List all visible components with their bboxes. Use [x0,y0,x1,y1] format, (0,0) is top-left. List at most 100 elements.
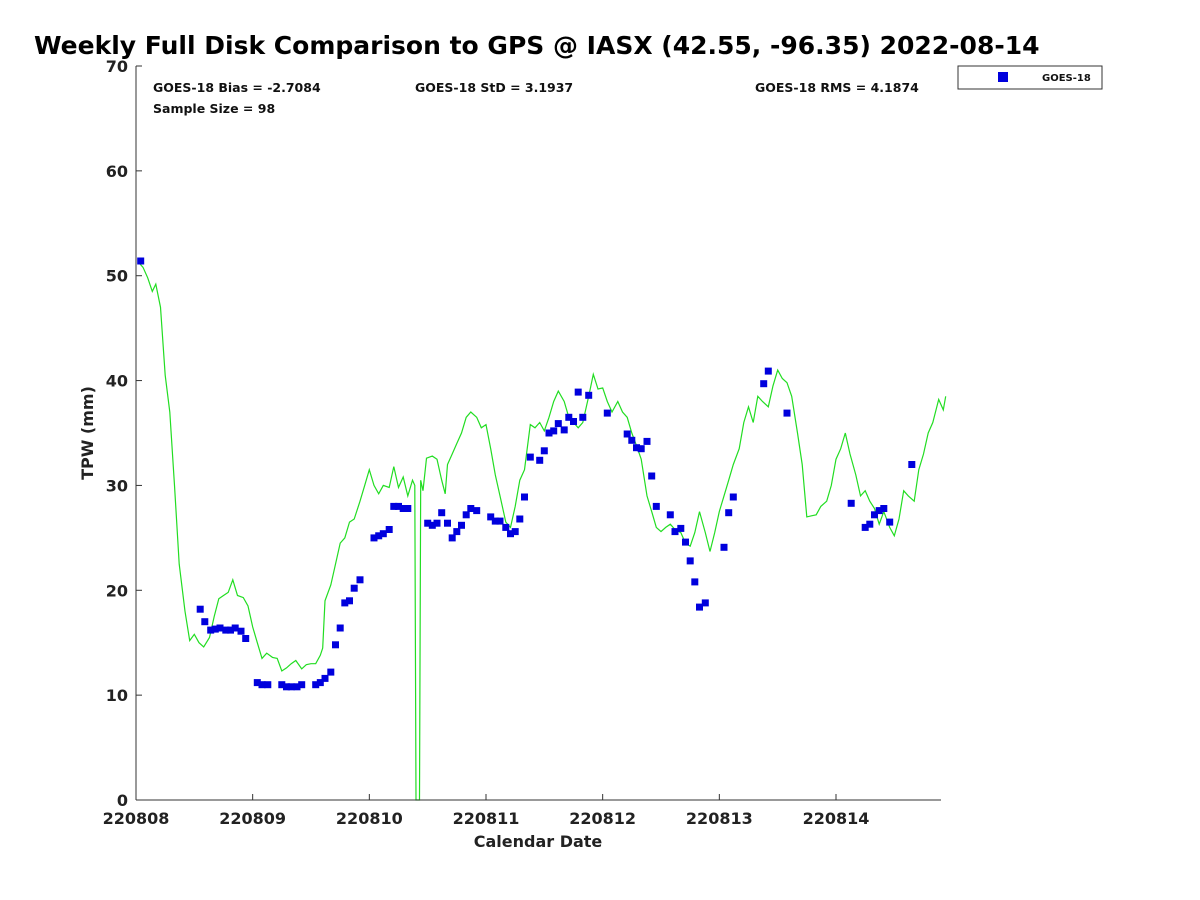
chart-title: Weekly Full Disk Comparison to GPS @ IAS… [34,31,1040,60]
goes18-point [886,518,894,526]
goes18-point [196,605,204,613]
y-tick-label: 50 [106,267,128,286]
x-tick-label: 220812 [569,809,636,828]
goes18-point [623,430,631,438]
x-tick-label: 220810 [336,809,403,828]
goes18-point [729,493,737,501]
goes18-point [682,538,689,546]
goes18-point [540,447,548,455]
y-axis-label: TPW (mm) [78,386,97,480]
goes18-point [242,635,250,642]
goes18-point [458,521,465,529]
y-tick-label: 60 [106,162,128,181]
goes18-point [201,618,209,626]
goes18-point [211,625,219,633]
goes18-point [473,507,481,515]
goes18-point [603,409,611,417]
goes18-point [725,509,733,517]
goes18-point [574,388,582,396]
goes18-point [350,584,358,592]
goes18-point [507,530,514,538]
goes18-point [677,524,685,532]
goes18-point [346,597,353,605]
x-tick-label: 220811 [453,809,520,828]
goes18-point [444,519,451,527]
goes18-point [585,391,593,399]
goes18-point [298,681,306,689]
goes18-point [327,668,335,676]
goes18-point [880,505,888,512]
goes18-point [487,513,495,521]
goes18-point [847,499,855,507]
goes18-point [908,461,916,468]
goes18-point [628,436,636,444]
goes18-point [222,626,230,634]
goes18-point [216,624,224,632]
goes18-point [321,674,329,682]
goes18-point [231,624,239,632]
goes18-point [438,509,446,517]
goes18-point [336,624,344,632]
goes18-point [278,681,286,689]
goes18-point [516,515,524,523]
goes18-point [253,679,261,687]
goes18-point [385,526,393,533]
y-tick-label: 10 [106,686,128,705]
goes18-point [287,683,295,691]
y-tick-label: 0 [117,791,128,810]
gps-series-line [137,261,947,801]
goes18-point [643,437,651,445]
goes18-point [462,511,470,519]
y-tick-label: 20 [106,581,128,600]
bias-stat: GOES-18 Bias = -2.7084 [153,80,321,95]
goes18-point [453,528,461,536]
goes18-point [428,521,436,529]
goes18-point [316,679,324,687]
goes18-point [536,456,544,464]
goes18-point [666,511,674,519]
sample-size-stat: Sample Size = 98 [153,101,275,116]
goes18-point [312,681,320,689]
goes18-point [648,472,656,480]
goes18-point [511,528,519,536]
goes18-point [137,257,145,265]
x-tick-label: 220814 [803,809,870,828]
goes18-point [760,380,768,388]
goes18-point [633,444,640,452]
goes18-point [686,557,694,565]
legend: GOES-18 [957,65,1103,90]
legend-box [957,65,1103,90]
goes18-point [652,502,660,510]
goes18-point [875,507,883,515]
goes18-point [379,530,387,538]
goes18-point [332,641,339,649]
goes18-point [207,626,215,634]
goes18-point [637,445,645,453]
std-stat: GOES-18 StD = 3.1937 [415,80,573,95]
goes18-point [433,519,441,527]
goes18-point [691,578,699,586]
goes18-point [701,599,709,607]
goes18-point [550,427,558,435]
x-tick-label: 220813 [686,809,753,828]
goes18-point [258,681,266,689]
goes18-point [496,517,504,525]
goes18-point [526,453,534,461]
x-tick-label: 220809 [219,809,286,828]
goes18-point [424,519,432,527]
goes18-point [370,534,378,542]
goes18-point [565,413,573,421]
goes18-point [264,681,272,689]
y-tick-label: 30 [106,476,128,495]
goes18-point [502,523,510,531]
goes18-point [579,413,587,421]
goes18-point [390,502,398,510]
goes18-point [399,505,407,512]
goes18-point [764,367,772,375]
goes18-point [570,418,577,425]
goes18-point [720,543,728,551]
goes18-point [521,493,528,501]
goes18-point [283,683,290,691]
x-tick-label: 220808 [103,809,170,828]
